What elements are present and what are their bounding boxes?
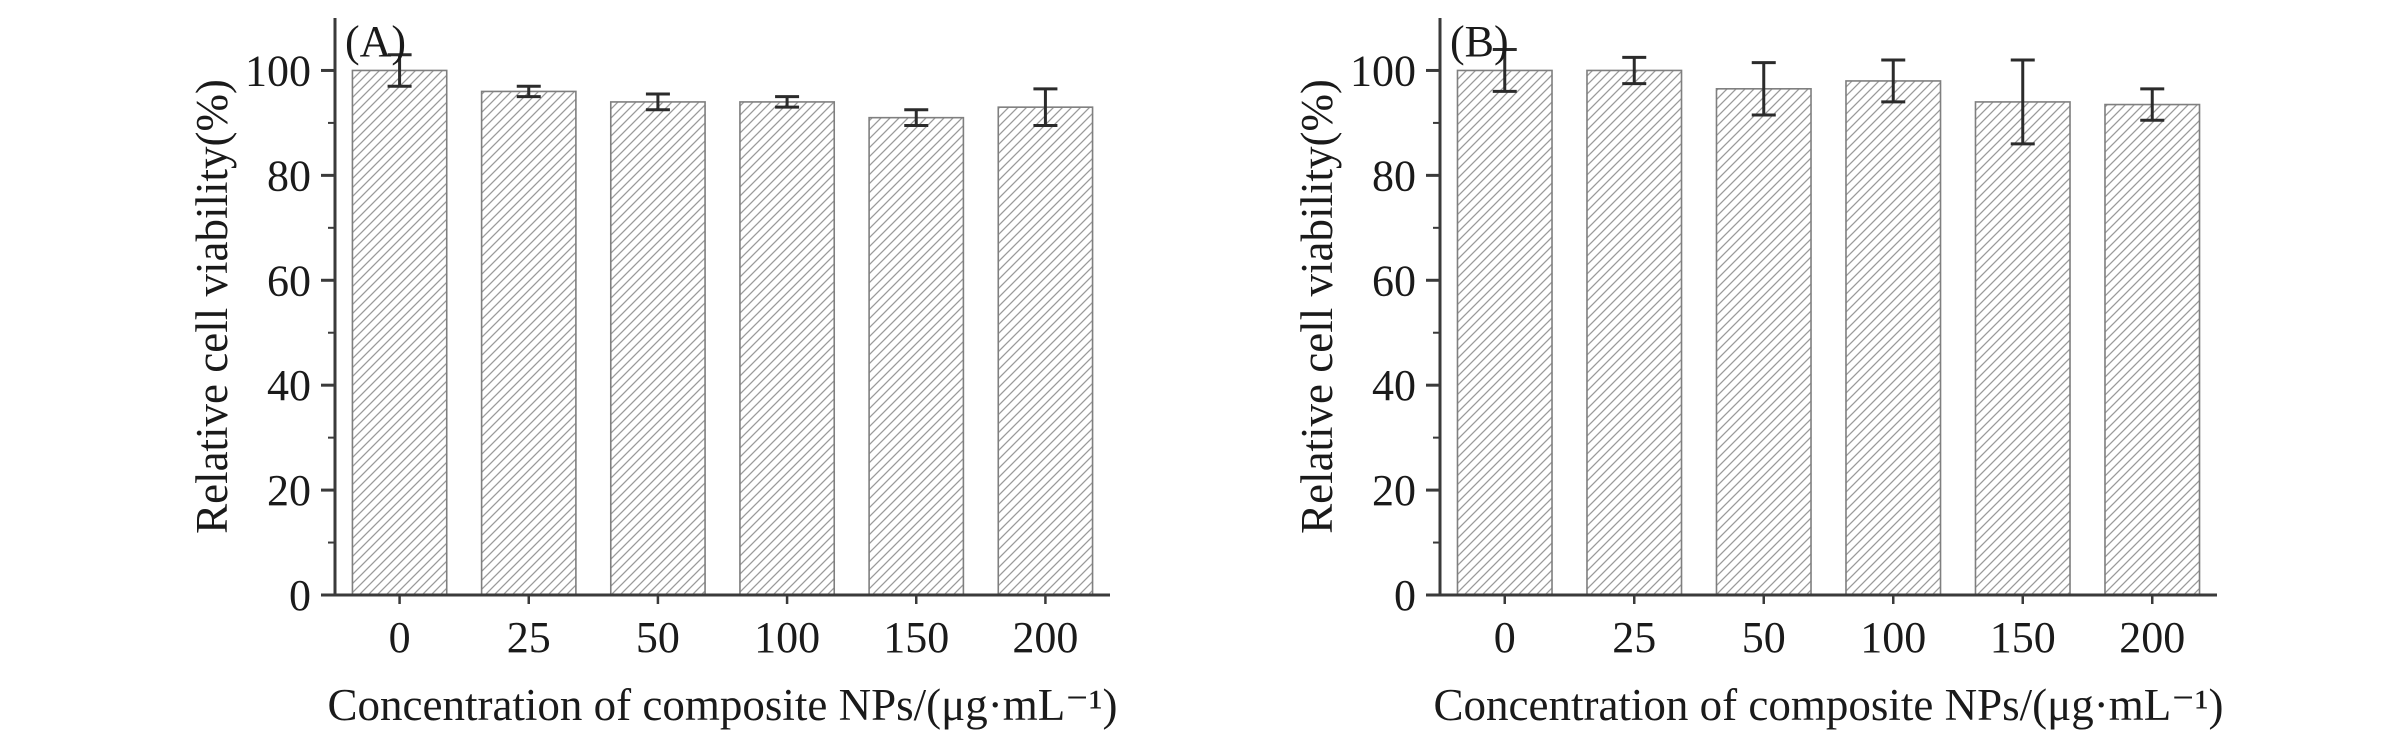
y-tick-label: 60 xyxy=(267,256,311,305)
bar xyxy=(1586,69,1683,596)
error-bar xyxy=(1622,55,1647,86)
bar xyxy=(739,101,836,596)
y-tick-label: 0 xyxy=(289,571,311,620)
y-tick-label: 80 xyxy=(267,151,311,200)
y-tick-label: 40 xyxy=(267,361,311,410)
y-axis-label: Relative cell viability(%) xyxy=(1292,79,1342,534)
error-bar xyxy=(904,108,929,128)
y-tick-label: 20 xyxy=(1372,466,1416,515)
x-tick-label: 50 xyxy=(636,613,680,662)
bar xyxy=(997,106,1094,596)
error-bar xyxy=(1033,87,1058,128)
x-tick-label: 200 xyxy=(1012,613,1078,662)
x-axis-label: Concentration of composite NPs/(μg·mL⁻¹) xyxy=(1434,680,2224,730)
axes xyxy=(333,18,1110,597)
y-tick-label: 20 xyxy=(267,466,311,515)
y-tick-label: 100 xyxy=(245,46,311,95)
error-bar xyxy=(387,53,412,88)
bar xyxy=(1974,101,2071,596)
x-tick-label: 100 xyxy=(754,613,820,662)
y-tick-label: 60 xyxy=(1372,256,1416,305)
bar xyxy=(1845,80,1942,596)
bar xyxy=(609,101,706,596)
error-bar xyxy=(645,92,670,112)
error-bar xyxy=(516,84,541,99)
x-tick-label: 0 xyxy=(389,613,411,662)
bar xyxy=(1456,69,1553,596)
error-bar xyxy=(1881,58,1906,104)
bar-chart-A: 0 20 40 60 80 100 0 25 50 100 150 200 Concentration … xyxy=(187,17,1118,730)
y-tick-label: 40 xyxy=(1372,361,1416,410)
x-tick-label: 150 xyxy=(1990,613,2056,662)
bar xyxy=(480,90,577,596)
x-tick-label: 0 xyxy=(1494,613,1516,662)
x-tick-label: 25 xyxy=(1612,613,1656,662)
error-bar xyxy=(1492,47,1517,93)
y-axis-label: Relative cell viability(%) xyxy=(187,79,237,534)
bar xyxy=(1715,88,1812,596)
x-tick-label: 200 xyxy=(2119,613,2185,662)
bar xyxy=(2104,103,2201,596)
x-tick-label: 150 xyxy=(883,613,949,662)
chart-panel-A: 0 20 40 60 80 100 0 25 50 100 150 200 Concentration … xyxy=(187,17,1118,730)
bar-chart-B: 0 20 40 60 80 100 0 25 50 100 150 200 Concentration … xyxy=(1292,17,2224,730)
error-bar xyxy=(775,95,800,109)
x-tick-label: 100 xyxy=(1860,613,1926,662)
error-bar xyxy=(1751,61,1776,117)
x-axis-label: Concentration of composite NPs/(μg·mL⁻¹) xyxy=(328,680,1118,730)
y-tick-label: 100 xyxy=(1350,46,1416,95)
y-tick-label: 0 xyxy=(1394,571,1416,620)
error-bar xyxy=(2010,58,2035,146)
bar xyxy=(868,116,965,596)
panel-label: (B) xyxy=(1450,17,1509,66)
bar xyxy=(351,69,448,596)
y-tick-label: 80 xyxy=(1372,151,1416,200)
x-tick-label: 25 xyxy=(507,613,551,662)
error-bar xyxy=(2140,87,2165,122)
axes xyxy=(1438,18,2217,597)
panel-label: (A) xyxy=(345,17,406,66)
chart-panel-B: 0 20 40 60 80 100 0 25 50 100 150 200 Concentration … xyxy=(1195,0,2390,740)
x-tick-label: 50 xyxy=(1742,613,1786,662)
